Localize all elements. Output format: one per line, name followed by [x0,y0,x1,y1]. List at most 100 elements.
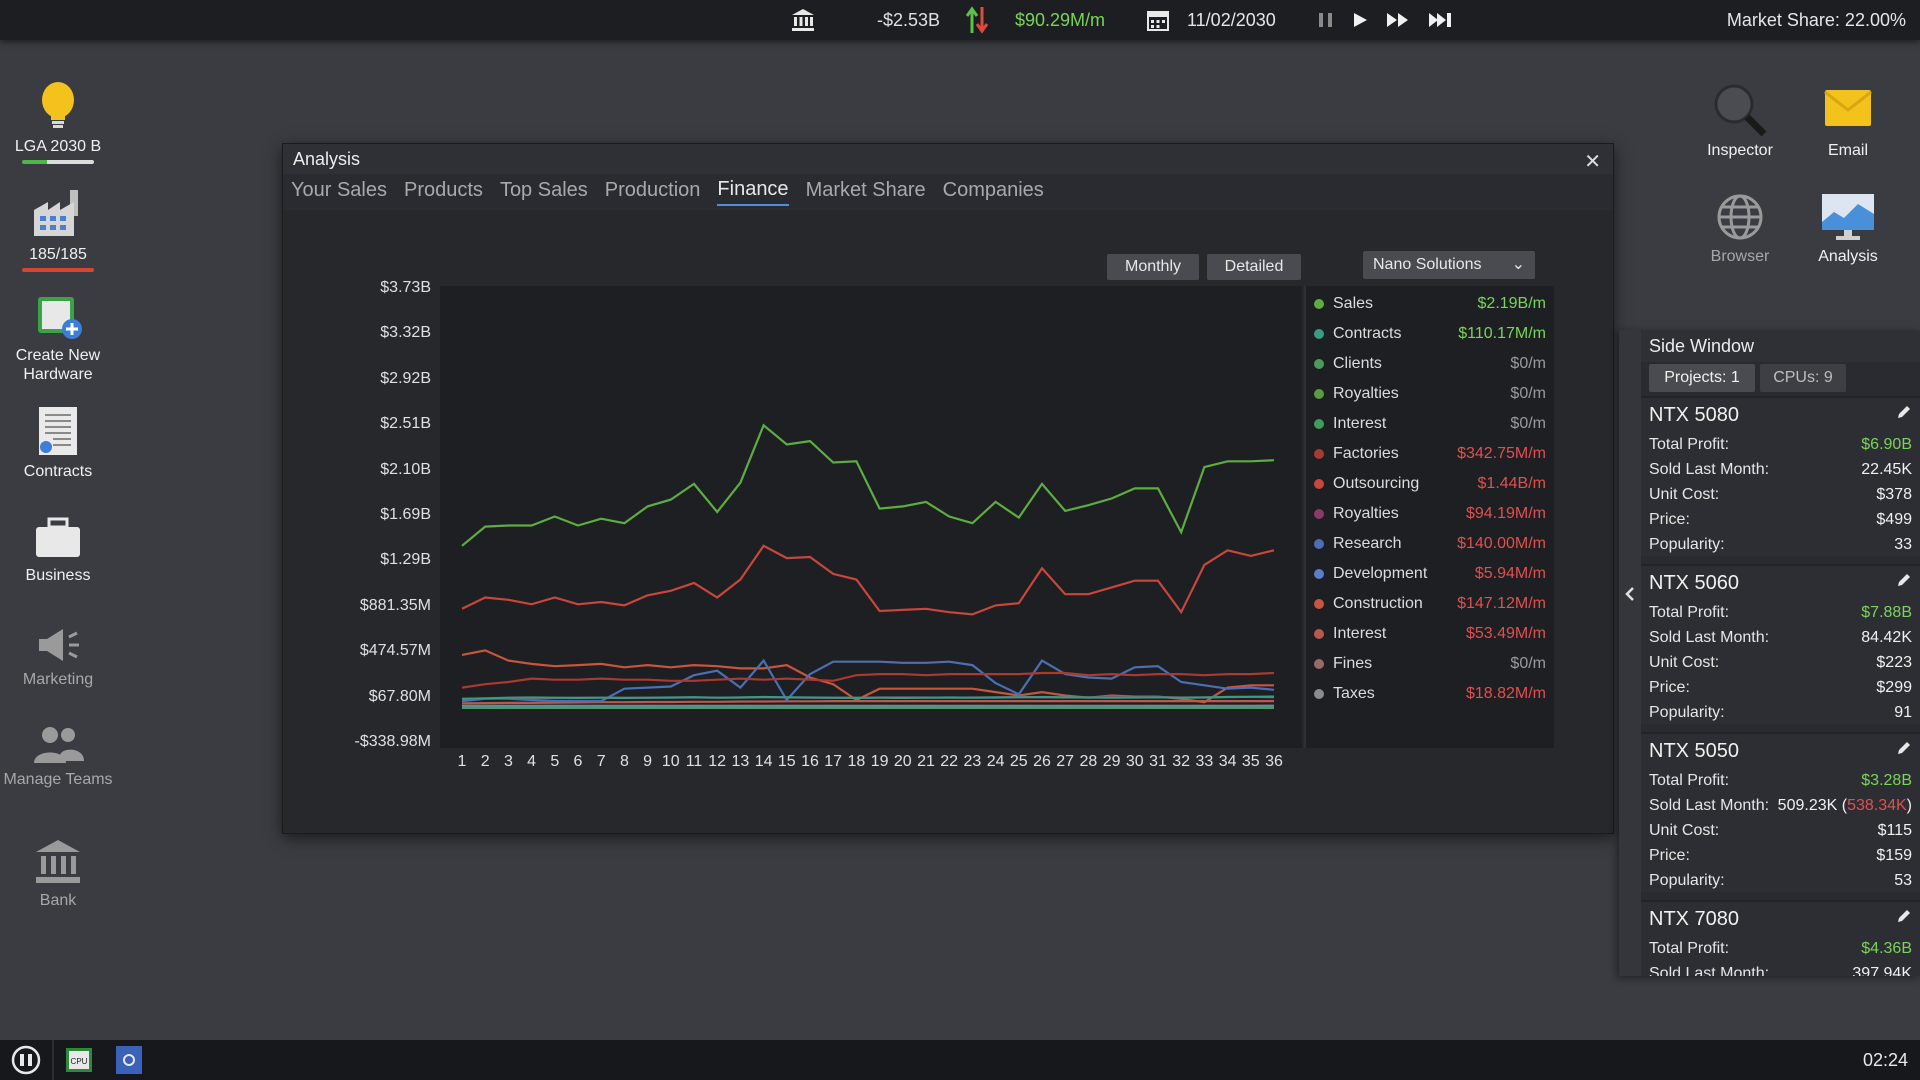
product-card[interactable]: NTX 5050 Total Profit: $3.28B Sold Last Mon… [1641,732,1920,892]
cashflow-arrows-icon [966,0,988,40]
svg-text:CPU: CPU [71,1057,88,1066]
x-tick-label: 14 [754,753,773,770]
monthly-button[interactable]: Monthly [1107,254,1199,280]
settings-app-icon[interactable] [115,1045,143,1080]
pencil-icon[interactable] [1896,404,1912,425]
pencil-icon[interactable] [1896,572,1912,593]
play-icon[interactable] [1352,0,1368,40]
stat-value: $499 [1876,510,1912,528]
legend-item[interactable]: Interest $0/m [1314,412,1546,436]
desktop-label: LGA 2030 B [14,138,102,155]
legend-item[interactable]: Royalties $94.19M/m [1314,502,1546,526]
projects-tab[interactable]: Projects: 1 [1649,364,1755,392]
legend-swatch [1314,299,1324,309]
legend-item[interactable]: Factories $342.75M/m [1314,442,1546,466]
window-title-bar[interactable]: Analysis ✕ [283,144,1613,174]
pencil-icon[interactable] [1896,908,1912,929]
pencil-icon[interactable] [1896,740,1912,761]
desktop-bank[interactable]: Bank [0,838,118,910]
x-tick-label: 31 [1149,753,1167,770]
chevron-left-icon [1625,587,1634,601]
contract-document-icon [39,407,77,455]
desktop-browser[interactable]: Browser [1680,192,1800,266]
desktop-cpu-project[interactable]: LGA 2030 B [0,80,118,164]
tab-top-sales[interactable]: Top Sales [499,179,588,201]
x-tick-label: 2 [480,753,490,770]
desktop-factories[interactable]: 185/185 [0,188,118,272]
x-tick-label: 27 [1056,753,1075,770]
series-line-5 [461,671,1275,689]
legend-item[interactable]: Research $140.00M/m [1314,532,1546,556]
legend-item[interactable]: Development $5.94M/m [1314,562,1546,586]
progress-bar [22,160,94,164]
desktop-manage-teams[interactable]: Manage Teams [0,725,118,789]
window-title: Analysis [293,148,361,169]
product-card[interactable]: NTX 7080 Total Profit: $4.36B Sold Last Mon… [1641,900,1920,976]
x-tick-label: 21 [917,753,935,770]
tab-products[interactable]: Products [404,179,483,201]
legend-item[interactable]: Outsourcing $1.44B/m [1314,472,1546,496]
desktop-label: Contracts [23,463,93,480]
legend-item[interactable]: Clients $0/m [1314,352,1546,376]
x-tick-label: 30 [1125,753,1144,770]
tab-finance[interactable]: Finance [717,178,789,206]
y-tick-label: $2.10B [380,460,431,478]
desktop-marketing[interactable]: Marketing [0,625,118,689]
tab-companies[interactable]: Companies [942,179,1044,201]
desktop-label: Email [1827,142,1868,159]
legend-label: Interest [1333,625,1387,642]
stat-value: $299 [1876,678,1912,696]
cpu-app-icon[interactable]: CPU [65,1047,93,1078]
product-stat: Price: $299 [1649,675,1912,700]
tab-production[interactable]: Production [604,179,701,201]
legend-item[interactable]: Royalties $0/m [1314,382,1546,406]
desktop-analysis[interactable]: Analysis [1788,192,1908,266]
desktop-create-new-hardware[interactable]: Create New Hardware [0,295,118,384]
collapse-handle[interactable] [1619,330,1641,976]
legend-item[interactable]: Contracts $110.17M/m [1314,322,1546,346]
tab-your-sales[interactable]: Your Sales [291,179,387,201]
legend-value: $110.17M/m [1458,325,1546,342]
legend-swatch [1314,539,1324,549]
fastest-forward-icon[interactable] [1428,0,1454,40]
desktop-inspector[interactable]: Inspector [1680,80,1800,160]
stat-value: $223 [1876,653,1912,671]
series-line-11 [461,700,1274,705]
fast-forward-icon[interactable] [1386,0,1410,40]
stat-value: 397.94K [1852,964,1912,977]
start-button[interactable] [10,1045,42,1080]
desktop-email[interactable]: Email [1788,80,1908,160]
stat-label: Sold Last Month: [1649,964,1770,977]
stat-label: Total Profit: [1649,603,1730,621]
side-window-title: Side Window [1641,330,1920,362]
cpus-tab[interactable]: CPUs: 9 [1760,364,1846,392]
lightbulb-icon [42,82,74,128]
legend-item[interactable]: Construction $147.12M/m [1314,592,1546,616]
stat-label: Sold Last Month: [1649,628,1770,646]
desktop-label: Marketing [22,671,94,688]
tab-market-share[interactable]: Market Share [805,179,926,201]
stat-value: 22.45K [1861,460,1912,478]
pause-icon[interactable] [1318,0,1334,40]
detailed-button[interactable]: Detailed [1207,254,1301,280]
legend-item[interactable]: Sales $2.19B/m [1314,292,1546,316]
clock: 02:24 [1862,1050,1908,1070]
product-card[interactable]: NTX 5060 Total Profit: $7.88B Sold Last Mon… [1641,564,1920,724]
desktop-contracts[interactable]: Contracts [0,405,118,481]
legend-value: $0/m [1510,655,1546,672]
stat-label: Price: [1649,846,1690,864]
legend-item[interactable]: Taxes $18.82M/m [1314,682,1546,706]
stat-label: Total Profit: [1649,771,1730,789]
legend-swatch [1314,689,1324,699]
legend-item[interactable]: Fines $0/m [1314,652,1546,676]
bank-icon[interactable] [790,0,816,40]
company-select[interactable]: Nano Solutions ⌄ [1363,251,1535,279]
product-card[interactable]: NTX 5080 Total Profit: $6.90B Sold Last Mon… [1641,396,1920,556]
legend-label: Clients [1333,355,1382,372]
legend-item[interactable]: Interest $53.49M/m [1314,622,1546,646]
desktop-business[interactable]: Business [0,515,118,585]
product-stat: Total Profit: $7.88B [1649,600,1912,625]
legend-label: Fines [1333,655,1373,672]
x-tick-label: 23 [963,753,982,770]
close-icon[interactable]: ✕ [1584,151,1601,173]
